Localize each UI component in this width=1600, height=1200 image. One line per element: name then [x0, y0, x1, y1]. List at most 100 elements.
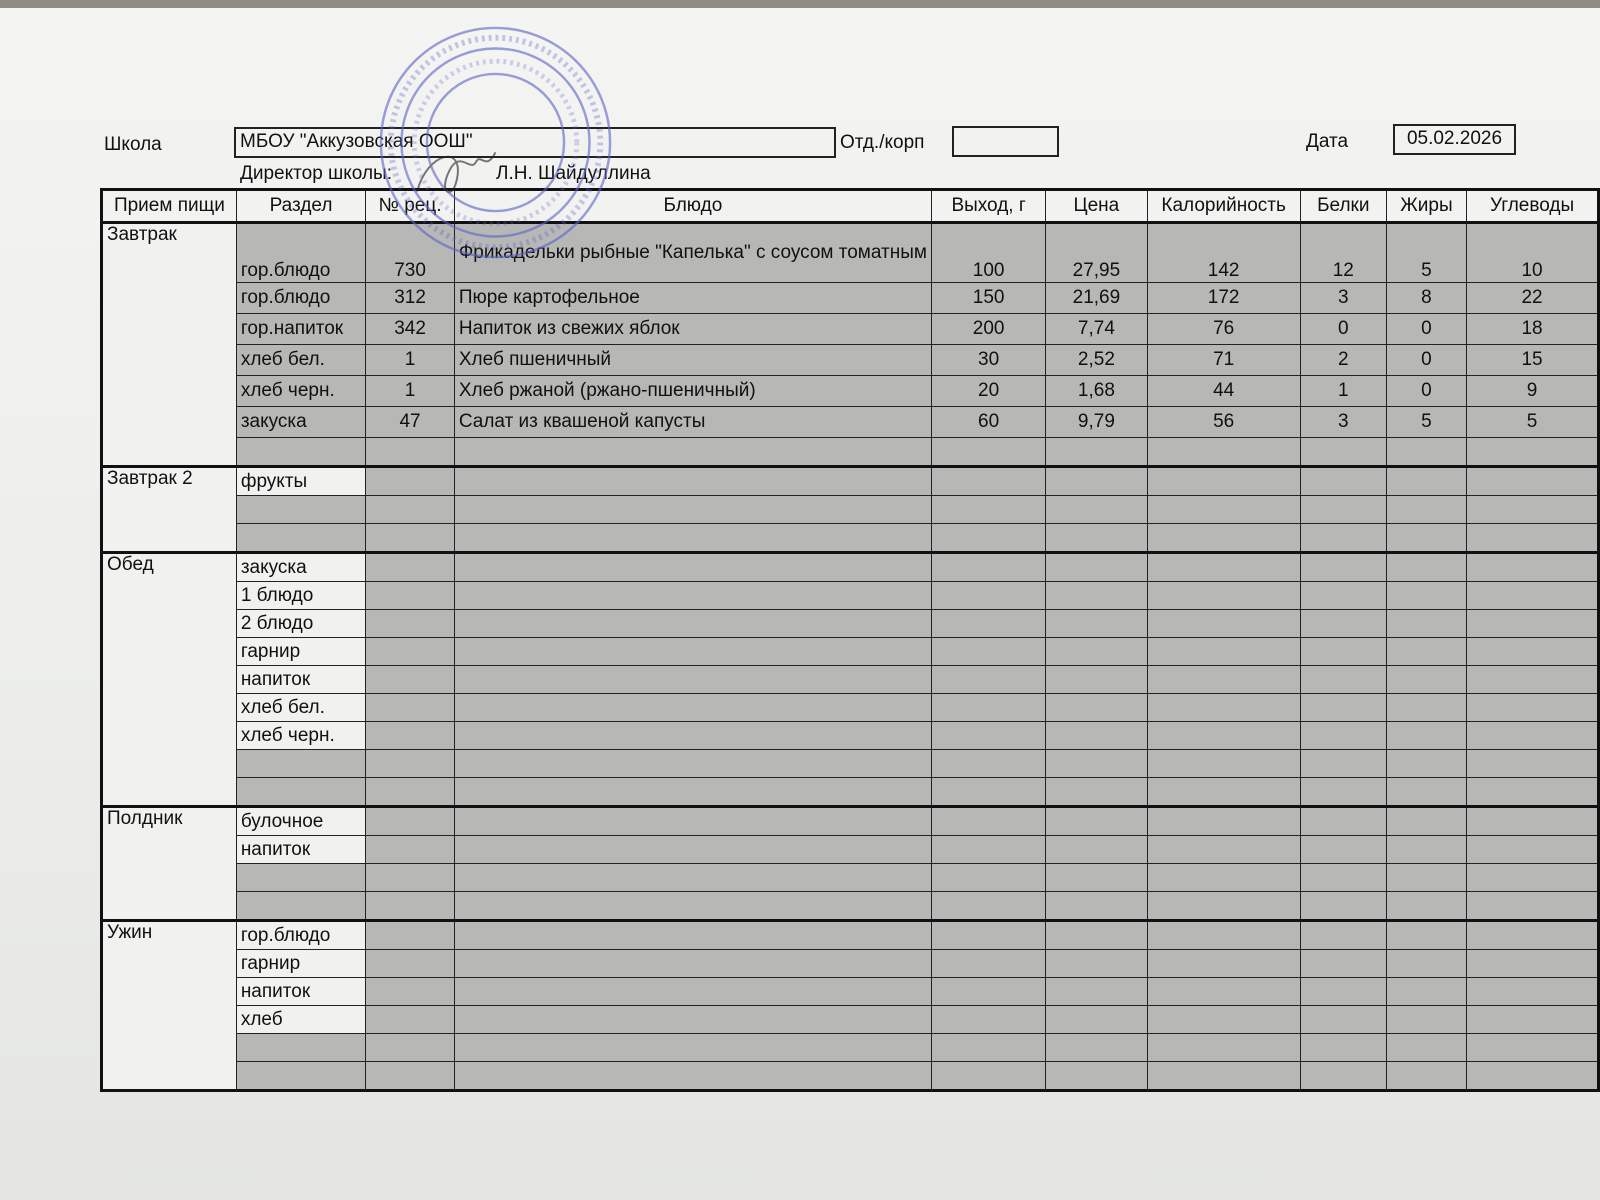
table-row — [102, 749, 1599, 778]
cell-dish — [453, 721, 932, 750]
cell-kcal: 142 — [1146, 221, 1301, 283]
cell-kcal — [1146, 581, 1301, 610]
cell-recipe: 312 — [365, 282, 455, 314]
cell-dish — [453, 581, 932, 610]
cell-dish — [453, 609, 932, 638]
table-row: 2 блюдо — [102, 609, 1599, 638]
cell-kcal — [1146, 721, 1301, 750]
cell-kcal — [1146, 609, 1301, 638]
cell-yield — [930, 1061, 1047, 1091]
column-header: Жиры — [1385, 189, 1468, 224]
cell-carbs — [1466, 437, 1599, 467]
cell-recipe: 342 — [365, 313, 455, 345]
cell-dish — [453, 1005, 932, 1034]
cell-recipe — [365, 693, 455, 722]
cell-fat — [1385, 1033, 1468, 1062]
cell-dish — [453, 1033, 932, 1062]
cell-kcal — [1146, 465, 1301, 496]
table-row — [102, 1033, 1599, 1062]
cell-section — [235, 1033, 367, 1062]
cell-dish — [453, 523, 932, 553]
cell-carbs: 15 — [1466, 344, 1599, 376]
cell-dish — [453, 777, 932, 807]
cell-section: хлеб черн. — [235, 375, 367, 407]
cell-fat — [1385, 721, 1468, 750]
cell-recipe — [365, 665, 455, 694]
cell-price — [1045, 581, 1148, 610]
cell-protein — [1299, 835, 1387, 864]
cell-fat — [1385, 919, 1468, 950]
table-row: напиток — [102, 835, 1599, 864]
cell-section — [235, 1061, 367, 1091]
cell-recipe — [365, 551, 455, 582]
dept-label: Отд./корп — [840, 132, 925, 153]
cell-fat — [1385, 949, 1468, 978]
cell-price: 7,74 — [1045, 313, 1148, 345]
cell-carbs — [1466, 665, 1599, 694]
cell-recipe: 1 — [365, 375, 455, 407]
cell-yield: 20 — [930, 375, 1047, 407]
cell-yield: 100 — [930, 221, 1047, 283]
cell-dish — [453, 665, 932, 694]
cell-dish — [453, 437, 932, 467]
cell-yield — [930, 523, 1047, 553]
cell-kcal: 71 — [1146, 344, 1301, 376]
cell-kcal: 76 — [1146, 313, 1301, 345]
cell-recipe — [365, 437, 455, 467]
cell-kcal — [1146, 805, 1301, 836]
cell-price — [1045, 609, 1148, 638]
cell-kcal — [1146, 437, 1301, 467]
cell-dish — [453, 495, 932, 524]
cell-recipe — [365, 523, 455, 553]
table-row: хлеб бел. — [102, 693, 1599, 722]
school-field: МБОУ "Аккузовская ООШ" — [234, 127, 836, 158]
dept-field — [952, 126, 1059, 157]
cell-fat — [1385, 835, 1468, 864]
cell-fat — [1385, 609, 1468, 638]
cell-kcal — [1146, 665, 1301, 694]
cell-recipe — [365, 777, 455, 807]
cell-recipe — [365, 749, 455, 778]
cell-protein — [1299, 551, 1387, 582]
cell-dish — [453, 977, 932, 1006]
cell-protein — [1299, 777, 1387, 807]
cell-carbs — [1466, 581, 1599, 610]
column-header: Раздел — [235, 189, 367, 224]
cell-protein: 2 — [1299, 344, 1387, 376]
cell-fat — [1385, 1061, 1468, 1091]
cell-fat — [1385, 523, 1468, 553]
cell-fat: 5 — [1385, 406, 1468, 438]
cell-price: 2,52 — [1045, 344, 1148, 376]
cell-kcal — [1146, 693, 1301, 722]
table-row: Обед закуска — [101, 551, 1599, 807]
cell-protein — [1299, 523, 1387, 553]
cell-section: гор.блюдо — [235, 221, 367, 283]
cell-yield — [930, 609, 1047, 638]
cell-section: гор.напиток — [235, 313, 367, 345]
cell-recipe — [365, 805, 455, 836]
cell-section: гарнир — [235, 637, 367, 666]
cell-protein: 1 — [1299, 375, 1387, 407]
cell-recipe — [365, 891, 455, 921]
cell-carbs — [1466, 805, 1599, 836]
cell-kcal — [1146, 863, 1301, 892]
cell-kcal — [1146, 1061, 1301, 1091]
cell-dish: Салат из квашеной капусты — [453, 406, 932, 438]
cell-kcal: 44 — [1146, 375, 1301, 407]
cell-fat — [1385, 551, 1468, 582]
cell-section: хлеб черн. — [235, 721, 367, 750]
table-row: Ужин гор.блюдо — [101, 919, 1599, 1091]
cell-fat — [1385, 637, 1468, 666]
cell-dish — [453, 949, 932, 978]
cell-yield — [930, 835, 1047, 864]
cell-carbs — [1466, 919, 1599, 950]
cell-price — [1045, 749, 1148, 778]
cell-carbs — [1466, 465, 1599, 496]
cell-recipe — [365, 1061, 455, 1091]
cell-carbs — [1466, 637, 1599, 666]
cell-dish — [453, 1061, 932, 1091]
cell-yield: 30 — [930, 344, 1047, 376]
cell-fat: 0 — [1385, 313, 1468, 345]
cell-dish: Фрикадельки рыбные "Капелька" с соусом т… — [453, 221, 932, 283]
cell-dish — [453, 465, 932, 496]
